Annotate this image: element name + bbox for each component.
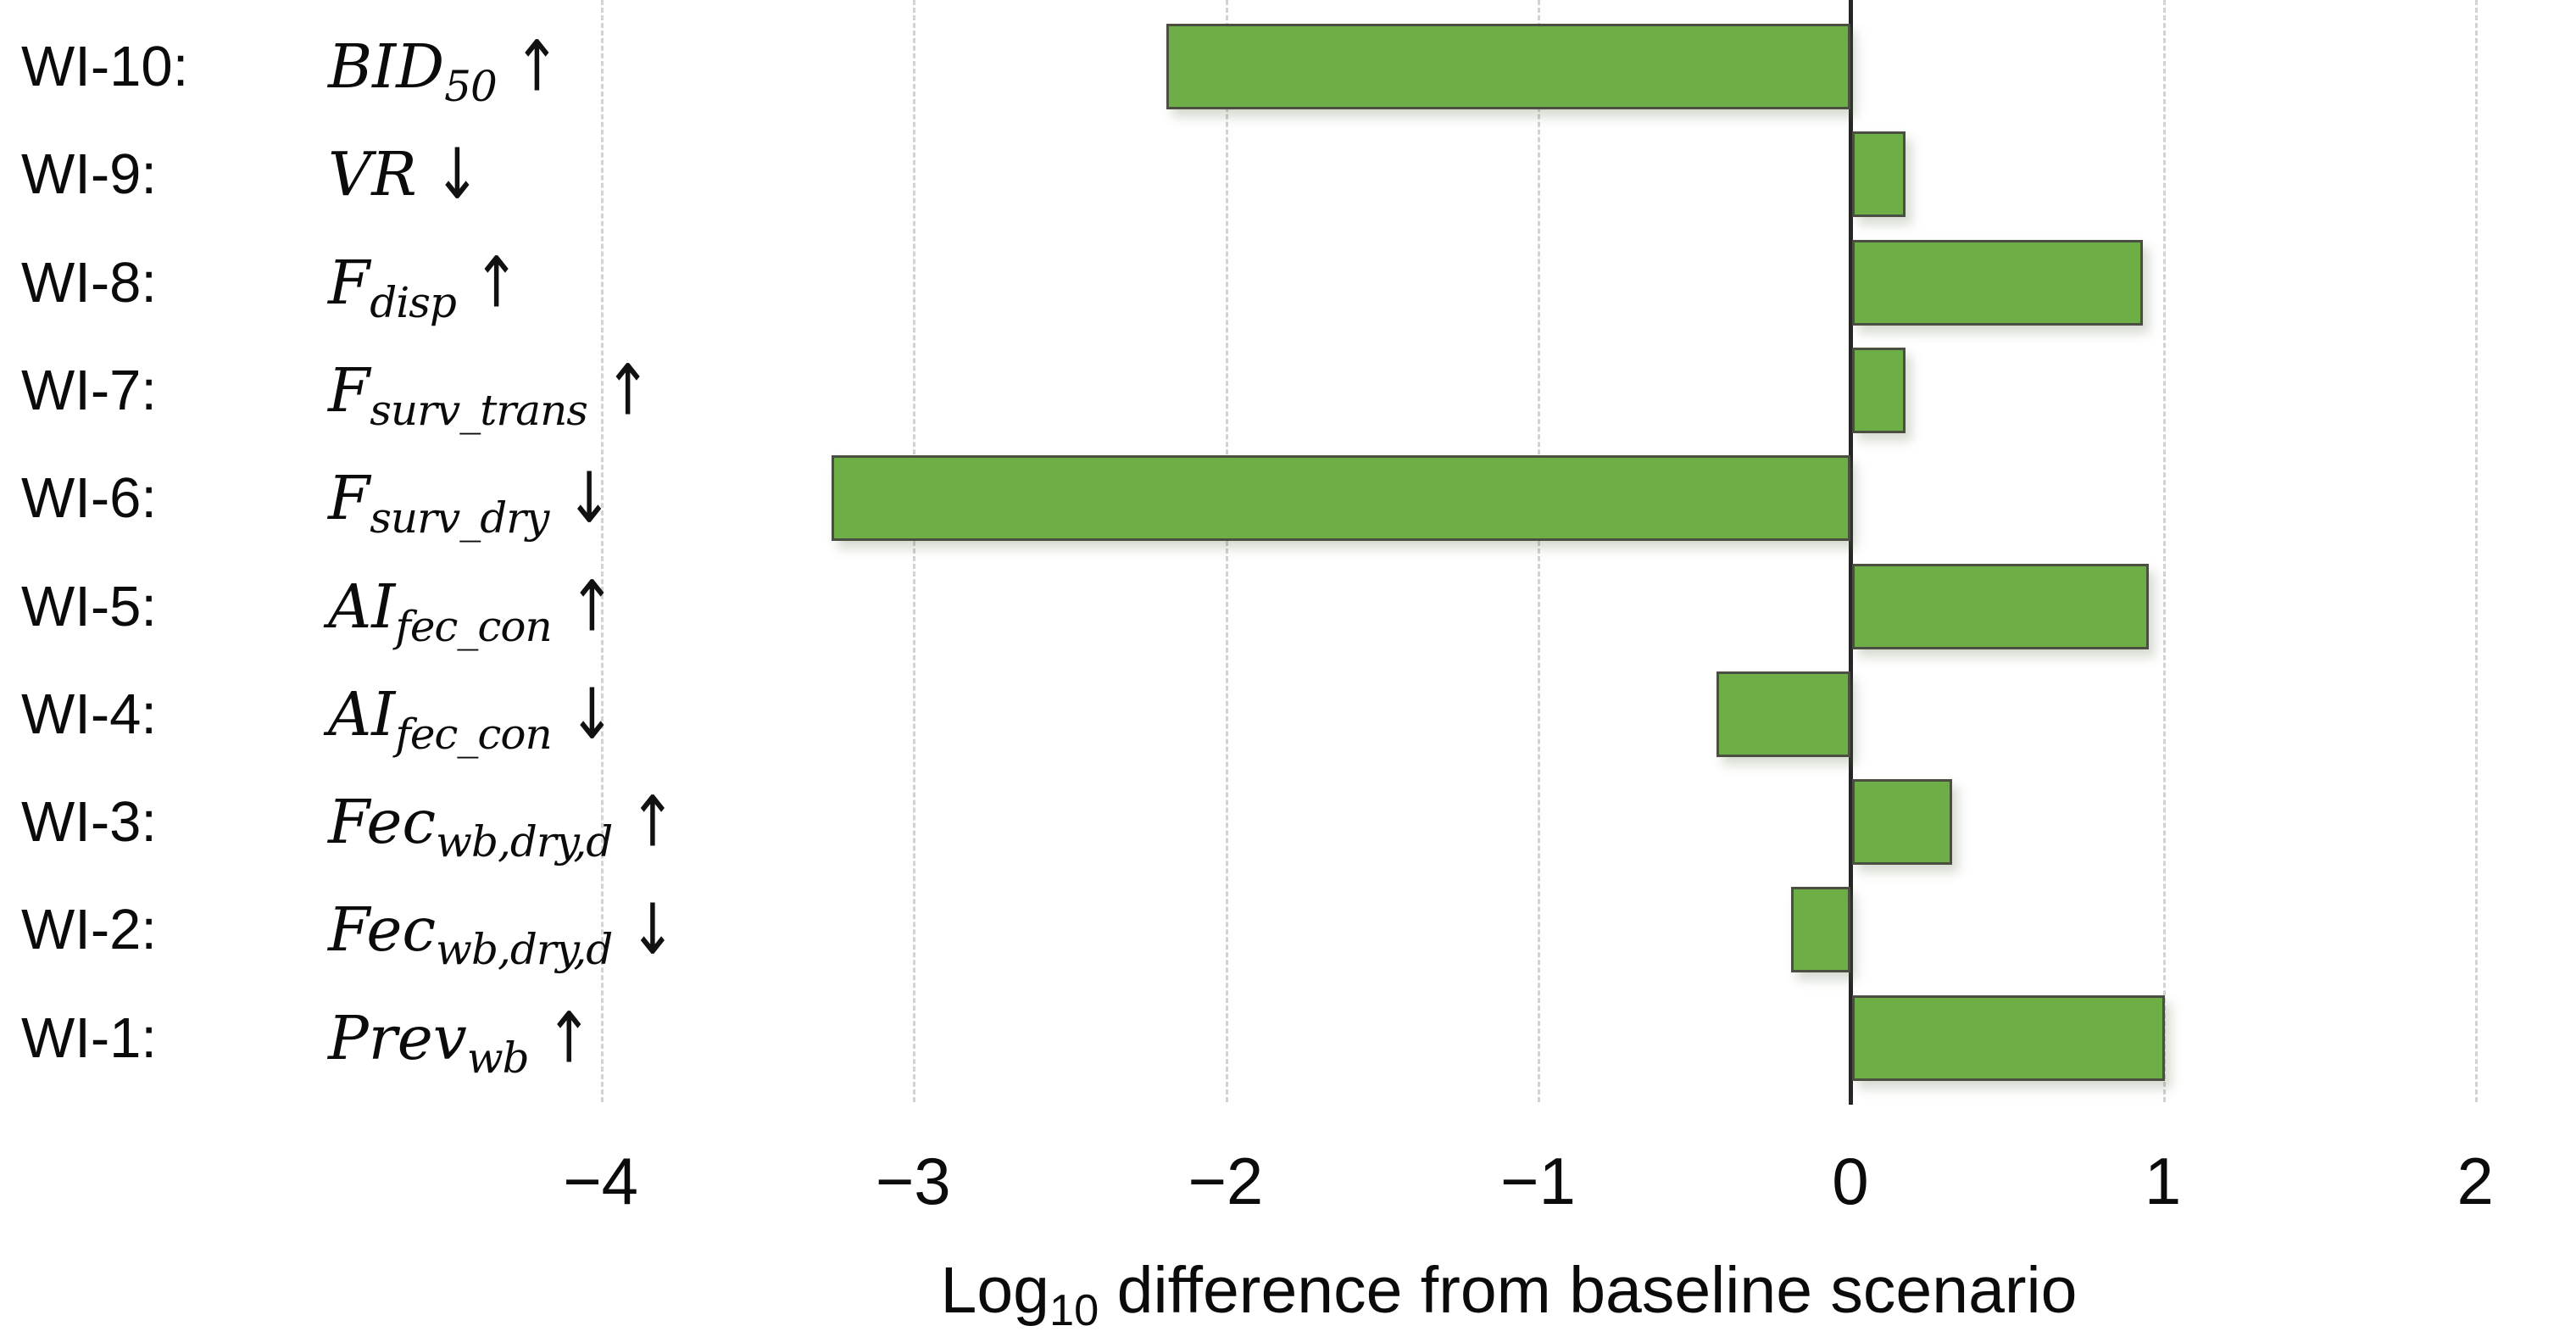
x-tick-label: 1 xyxy=(2144,1144,2182,1218)
parameter-symbol: VR xyxy=(328,139,417,209)
down-arrow-icon: ↓ xyxy=(565,457,613,539)
ylabel-prefix: WI-1: xyxy=(21,1006,158,1070)
bar-WI-3 xyxy=(1852,779,1952,865)
ylabel-parameter: AIfec_con xyxy=(328,679,553,759)
ylabel-prefix: WI-2: xyxy=(21,898,158,961)
bar-WI-6 xyxy=(832,455,1850,541)
down-arrow-icon: ↓ xyxy=(568,673,616,755)
x-tick-label: −2 xyxy=(1188,1144,1264,1218)
ylabel-prefix: WI-6: xyxy=(21,466,158,530)
ylabel-WI-1: WI-1: Prevwb ↑ xyxy=(21,995,593,1083)
up-arrow-icon: ↑ xyxy=(629,781,676,863)
bar-WI-7 xyxy=(1852,348,1906,433)
zero-axis-line xyxy=(1849,0,1853,1105)
ylabel-WI-5: WI-5: AIfec_con ↑ xyxy=(21,564,616,651)
parameter-symbol: F xyxy=(328,248,370,318)
bar-WI-5 xyxy=(1852,564,2149,649)
ylabel-prefix: WI-10: xyxy=(21,35,189,98)
parameter-symbol: F xyxy=(328,355,370,426)
up-arrow-icon: ↑ xyxy=(513,25,561,108)
up-arrow-icon: ↑ xyxy=(472,242,520,324)
parameter-symbol: Prev xyxy=(328,1003,467,1073)
ylabel-WI-7: WI-7: Fsurv_trans ↑ xyxy=(21,348,652,435)
parameter-subscript: wb,dry,d xyxy=(436,817,613,866)
parameter-symbol: Fec xyxy=(328,894,437,965)
ylabel-parameter: Fecwb,dry,d xyxy=(328,787,613,866)
ylabel-parameter: Fdisp xyxy=(328,248,457,327)
parameter-symbol: AI xyxy=(328,571,396,642)
parameter-symbol: AI xyxy=(328,679,396,749)
x-axis-title-pre: Log xyxy=(940,1254,1050,1327)
ylabel-parameter: VR xyxy=(328,139,417,209)
bar-WI-8 xyxy=(1852,240,2143,326)
ylabel-parameter: AIfec_con xyxy=(328,571,553,651)
ylabel-WI-9: WI-9: VR ↓ xyxy=(21,131,481,217)
gridline xyxy=(1225,0,1228,1102)
ylabel-WI-2: WI-2: Fecwb,dry,d ↓ xyxy=(21,887,676,974)
parameter-subscript: wb,dry,d xyxy=(436,925,613,974)
parameter-subscript: disp xyxy=(370,278,457,327)
x-tick-label: −1 xyxy=(1499,1144,1576,1218)
x-tick-label: −4 xyxy=(563,1144,639,1218)
bar-WI-2 xyxy=(1791,887,1850,972)
parameter-subscript: 50 xyxy=(444,62,498,111)
ylabel-WI-10: WI-10: BID50 ↑ xyxy=(21,24,561,111)
ylabel-prefix: WI-9: xyxy=(21,142,158,206)
ylabel-parameter: Fecwb,dry,d xyxy=(328,894,613,974)
down-arrow-icon: ↓ xyxy=(433,133,481,215)
ylabel-parameter: BID50 xyxy=(328,31,498,111)
ylabel-parameter: Prevwb xyxy=(328,1003,530,1083)
up-arrow-icon: ↑ xyxy=(545,997,593,1079)
ylabel-WI-8: WI-8: Fdisp ↑ xyxy=(21,240,520,327)
parameter-subscript: fec_con xyxy=(395,710,552,759)
ylabel-WI-6: WI-6: Fsurv_dry ↓ xyxy=(21,455,613,543)
x-tick-label: −3 xyxy=(875,1144,951,1218)
bar-WI-4 xyxy=(1716,671,1850,757)
bar-WI-1 xyxy=(1852,995,2165,1081)
x-tick-label: 0 xyxy=(1832,1144,1869,1218)
parameter-subscript: fec_con xyxy=(395,602,552,651)
parameter-symbol: Fec xyxy=(328,787,437,857)
ylabel-WI-4: WI-4: AIfec_con ↓ xyxy=(21,671,616,759)
parameter-subscript: surv_dry xyxy=(370,493,549,543)
ylabel-parameter: Fsurv_dry xyxy=(328,463,549,543)
gridline xyxy=(2162,0,2166,1102)
x-axis-title-post: difference from baseline scenario xyxy=(1099,1254,2078,1327)
ylabel-WI-3: WI-3: Fecwb,dry,d ↑ xyxy=(21,779,676,866)
parameter-symbol: F xyxy=(328,463,370,533)
ylabel-prefix: WI-3: xyxy=(21,790,158,854)
ylabel-prefix: WI-8: xyxy=(21,251,158,315)
ylabel-prefix: WI-4: xyxy=(21,682,158,746)
up-arrow-icon: ↑ xyxy=(568,565,616,648)
gridline xyxy=(2475,0,2479,1102)
bar-WI-10 xyxy=(1166,24,1850,109)
x-tick-label: 2 xyxy=(2456,1144,2494,1218)
parameter-subscript: wb xyxy=(466,1033,530,1083)
ylabel-prefix: WI-7: xyxy=(21,359,158,422)
bar-WI-9 xyxy=(1852,131,1906,217)
gridline xyxy=(600,0,604,1102)
x-axis-title: Log10 difference from baseline scenario xyxy=(940,1253,2078,1335)
x-axis-title-subscript: 10 xyxy=(1049,1285,1099,1335)
ylabel-parameter: Fsurv_trans xyxy=(328,355,588,435)
ylabel-prefix: WI-5: xyxy=(21,575,158,638)
gridline xyxy=(913,0,916,1102)
up-arrow-icon: ↑ xyxy=(604,349,652,432)
gridline xyxy=(1538,0,1541,1102)
down-arrow-icon: ↓ xyxy=(629,889,676,971)
parameter-symbol: BID xyxy=(328,31,445,102)
parameter-subscript: surv_trans xyxy=(370,386,588,435)
